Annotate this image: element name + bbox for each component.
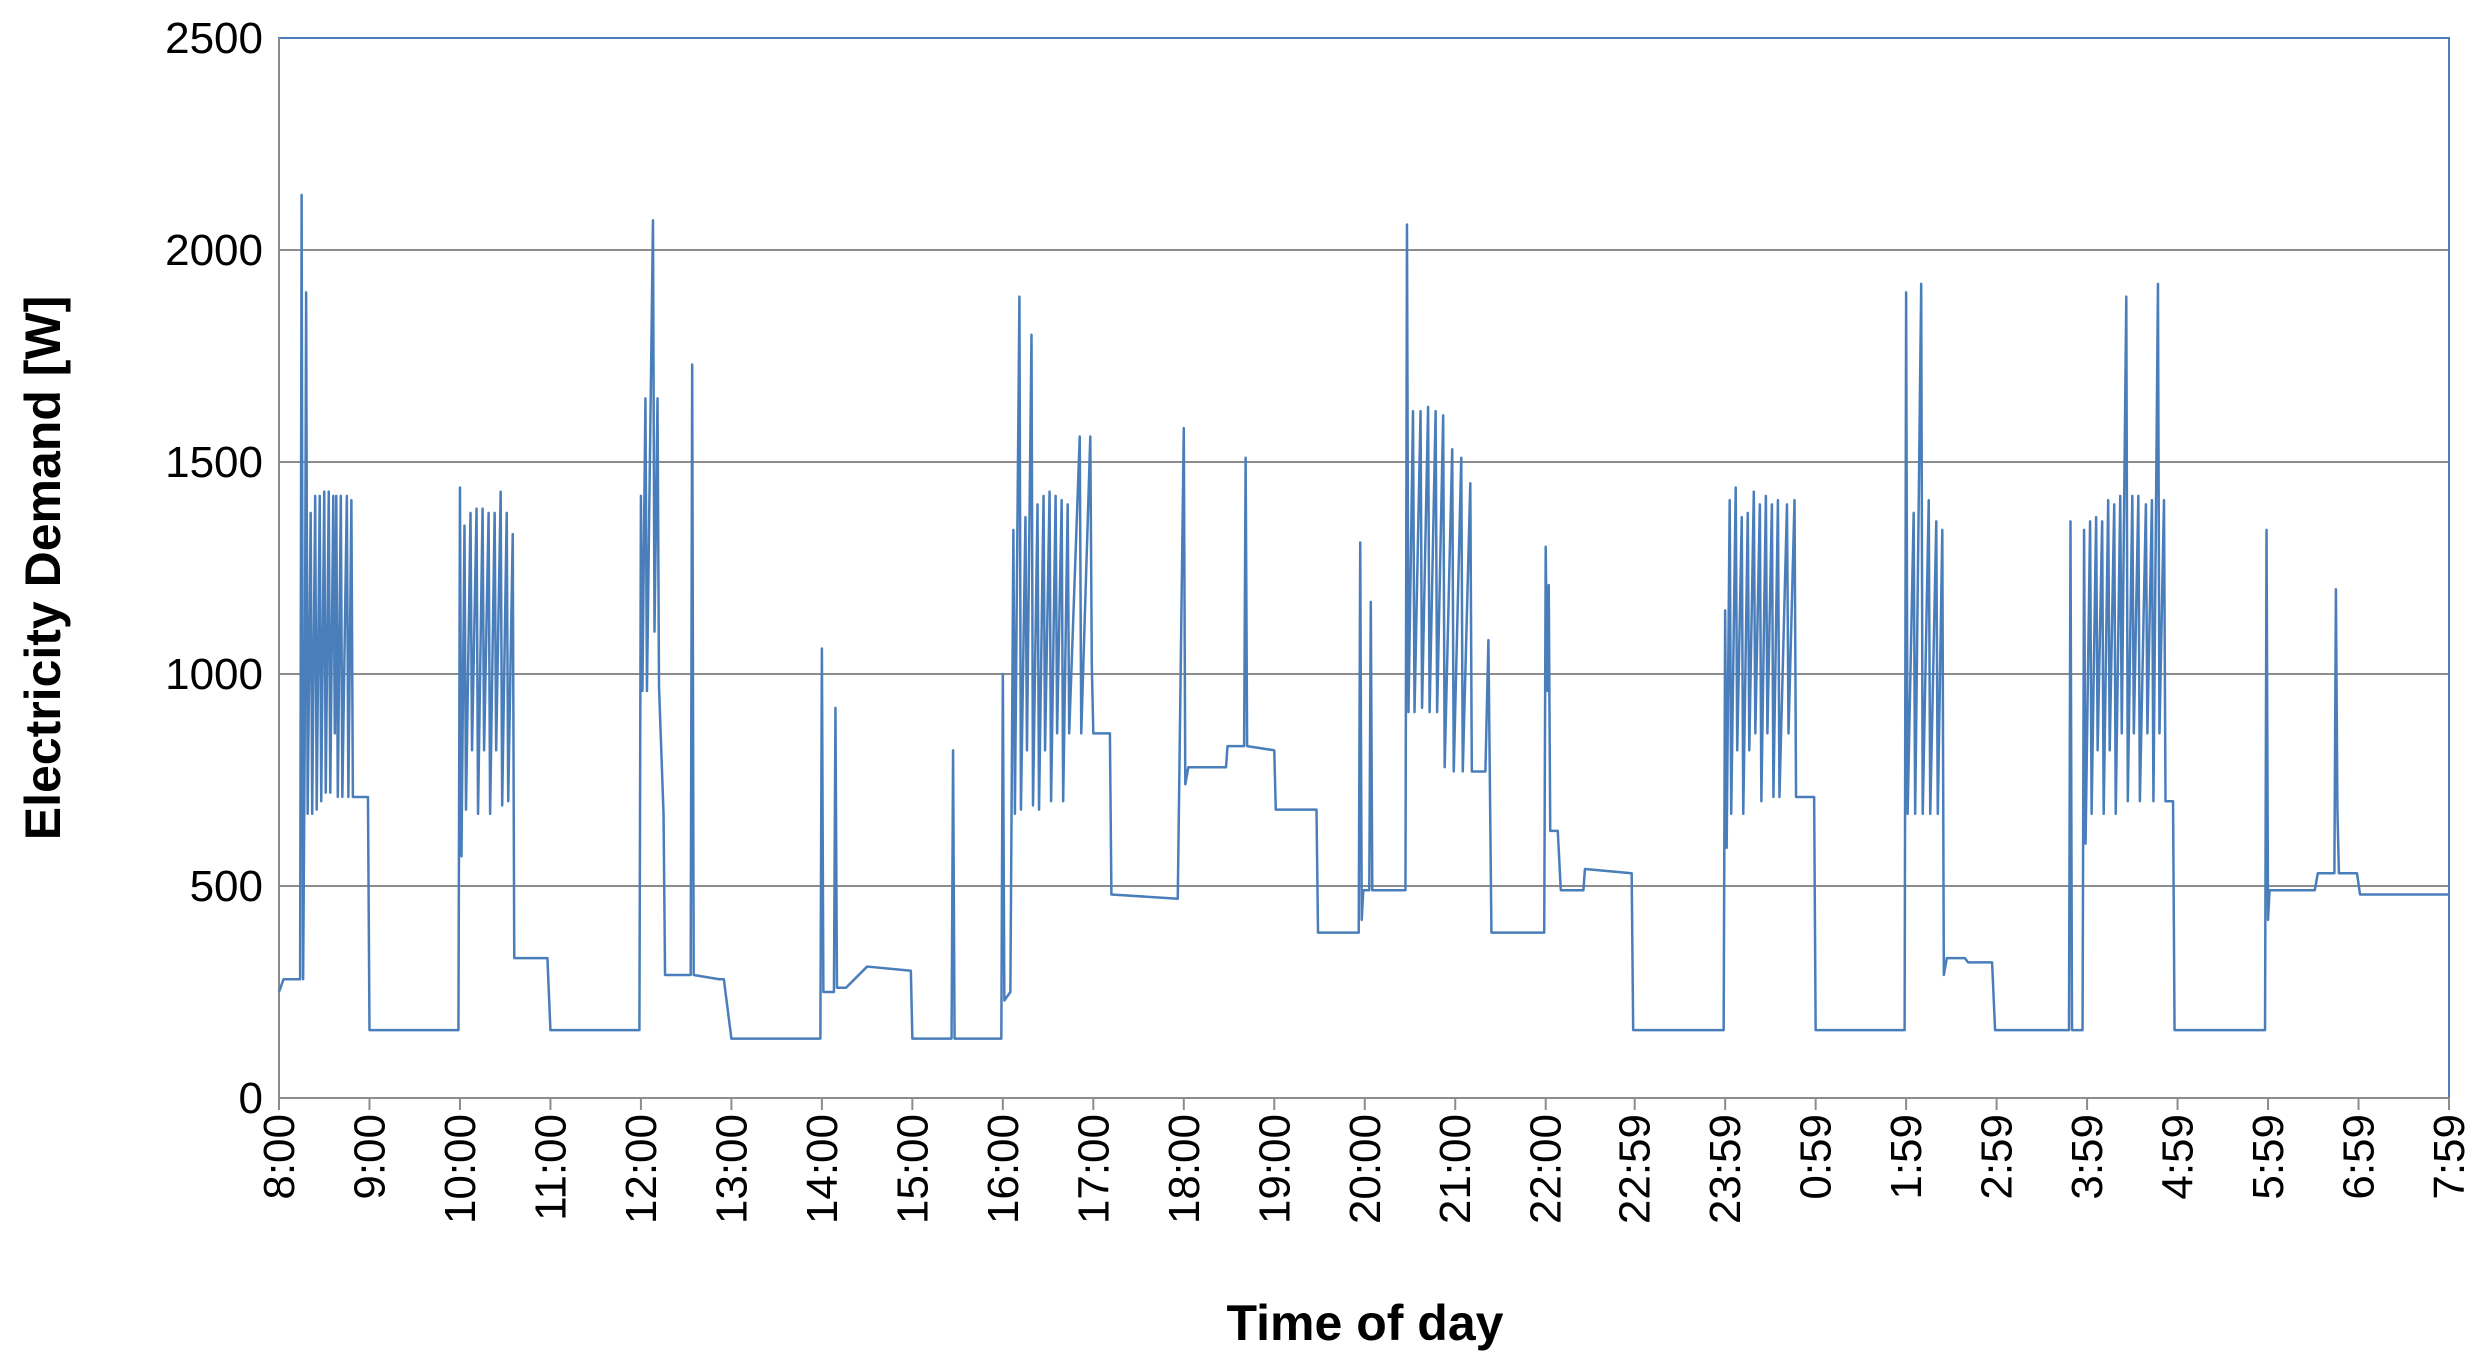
x-tick-label: 7:59 (2425, 1114, 2474, 1200)
x-tick-label: 21:00 (1431, 1114, 1480, 1224)
y-tick-label: 2000 (165, 226, 263, 275)
x-tick-label: 20:00 (1341, 1114, 1390, 1224)
x-tick-label: 2:59 (1973, 1114, 2022, 1200)
x-tick-label: 3:59 (2063, 1114, 2112, 1200)
y-tick-label: 1500 (165, 438, 263, 487)
x-tick-label: 0:59 (1792, 1114, 1841, 1200)
x-tick-label: 4:59 (2154, 1114, 2203, 1200)
x-tick-label: 6:59 (2335, 1114, 2384, 1200)
x-tick-label: 15:00 (888, 1114, 937, 1224)
x-tick-label: 18:00 (1160, 1114, 1209, 1224)
x-tick-label: 19:00 (1250, 1114, 1299, 1224)
x-axis-title: Time of day (1227, 1295, 1504, 1351)
y-tick-label: 0 (239, 1074, 263, 1123)
y-tick-label: 2500 (165, 14, 263, 63)
y-tick-label: 500 (190, 862, 263, 911)
x-tick-label: 8:00 (255, 1114, 304, 1200)
x-tick-label: 22:59 (1611, 1114, 1660, 1224)
x-tick-label: 9:00 (345, 1114, 394, 1200)
x-tick-label: 22:00 (1522, 1114, 1571, 1224)
x-tick-label: 1:59 (1882, 1114, 1931, 1200)
x-tick-label: 13:00 (707, 1114, 756, 1224)
x-tick-label: 5:59 (2244, 1114, 2293, 1200)
y-axis-title: Electricity Demand [W] (15, 296, 71, 841)
x-tick-label: 11:00 (526, 1114, 575, 1221)
demand-line (277, 193, 2449, 1040)
y-tick-label: 1000 (165, 650, 263, 699)
x-tick-label: 12:00 (617, 1114, 666, 1224)
x-tick-label: 17:00 (1069, 1114, 1118, 1224)
x-tick-label: 10:00 (436, 1114, 485, 1224)
x-tick-label: 23:59 (1701, 1114, 1750, 1224)
x-tick-label: 16:00 (979, 1114, 1028, 1224)
x-tick-label: 14:00 (798, 1114, 847, 1224)
